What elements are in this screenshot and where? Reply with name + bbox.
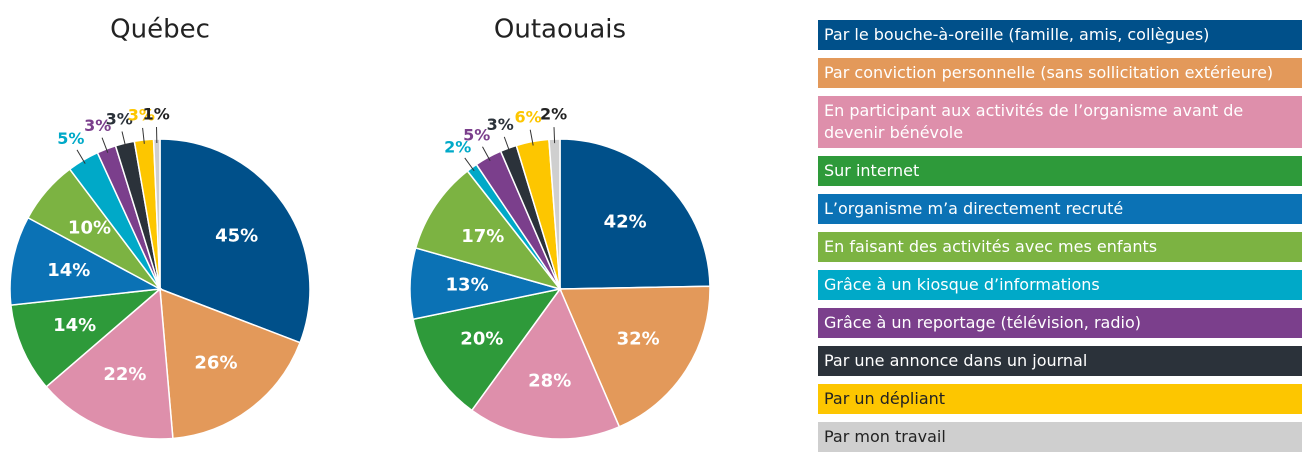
data-label: 3% [84,116,111,135]
data-label: 17% [461,226,504,247]
legend-entry: L’organisme m’a directement recruté [818,194,1302,224]
charts: Québec45%26%22%14%14%10%5%3%3%3%1%Outaou… [9,15,711,440]
pie-slice [414,169,563,291]
data-label: 5% [57,129,84,148]
data-label: 32% [617,328,660,349]
data-label: 45% [215,225,258,246]
legend-entry: En participant aux activités de l’organi… [818,96,1302,148]
legend-entry: Grâce à un kiosque d’informations [818,270,1302,300]
label-leader [464,157,475,172]
pie-slice [412,287,562,412]
pie-slice [10,287,163,388]
data-label: 26% [194,352,237,373]
legend-entry: Par mon travail [818,422,1302,452]
label-leader [142,127,145,144]
legend-entry: Par un dépliant [818,384,1302,414]
legend-entry: Par une annonce dans un journal [818,346,1302,376]
legend-entry: Par conviction personnelle (sans sollici… [818,58,1302,88]
data-label: 3% [487,115,514,134]
pie-slice [159,138,311,344]
chart-title: Outaouais [494,15,626,45]
label-leader [503,136,511,153]
pie-slice [559,138,711,290]
data-label: 3% [106,109,133,128]
label-leader [76,149,86,164]
label-leader [482,146,491,162]
data-label: 14% [47,260,90,281]
pie-slice [45,287,174,440]
pie-slice [9,216,163,306]
data-label: 14% [53,315,96,336]
pie-slice [470,287,621,440]
data-label: 22% [103,364,146,385]
data-label: 2% [444,138,471,157]
pie-slice [558,285,711,428]
label-leader [553,127,556,144]
legend-entry: Grâce à un reportage (télévision, radio) [818,308,1302,338]
data-label: 6% [514,107,541,126]
data-label: 13% [446,275,489,296]
data-label: 10% [68,217,111,238]
legend-entry: En faisant des activités avec mes enfant… [818,232,1302,262]
label-leader [529,129,534,146]
data-label: 3% [128,106,155,125]
label-leader [121,131,127,148]
label-leader [101,137,109,153]
data-label: 5% [463,126,490,145]
legend: Par le bouche-à-oreille (famille, amis, … [818,20,1302,452]
data-label: 42% [604,212,647,233]
chart-title: Québec [110,15,210,45]
data-label: 2% [540,105,567,124]
pie-slice [159,287,302,440]
legend-entry: Par le bouche-à-oreille (famille, amis, … [818,20,1302,50]
data-label: 28% [528,370,571,391]
data-label: 20% [460,328,503,349]
data-label: 1% [143,105,170,124]
legend-entry: Sur internet [818,156,1302,186]
